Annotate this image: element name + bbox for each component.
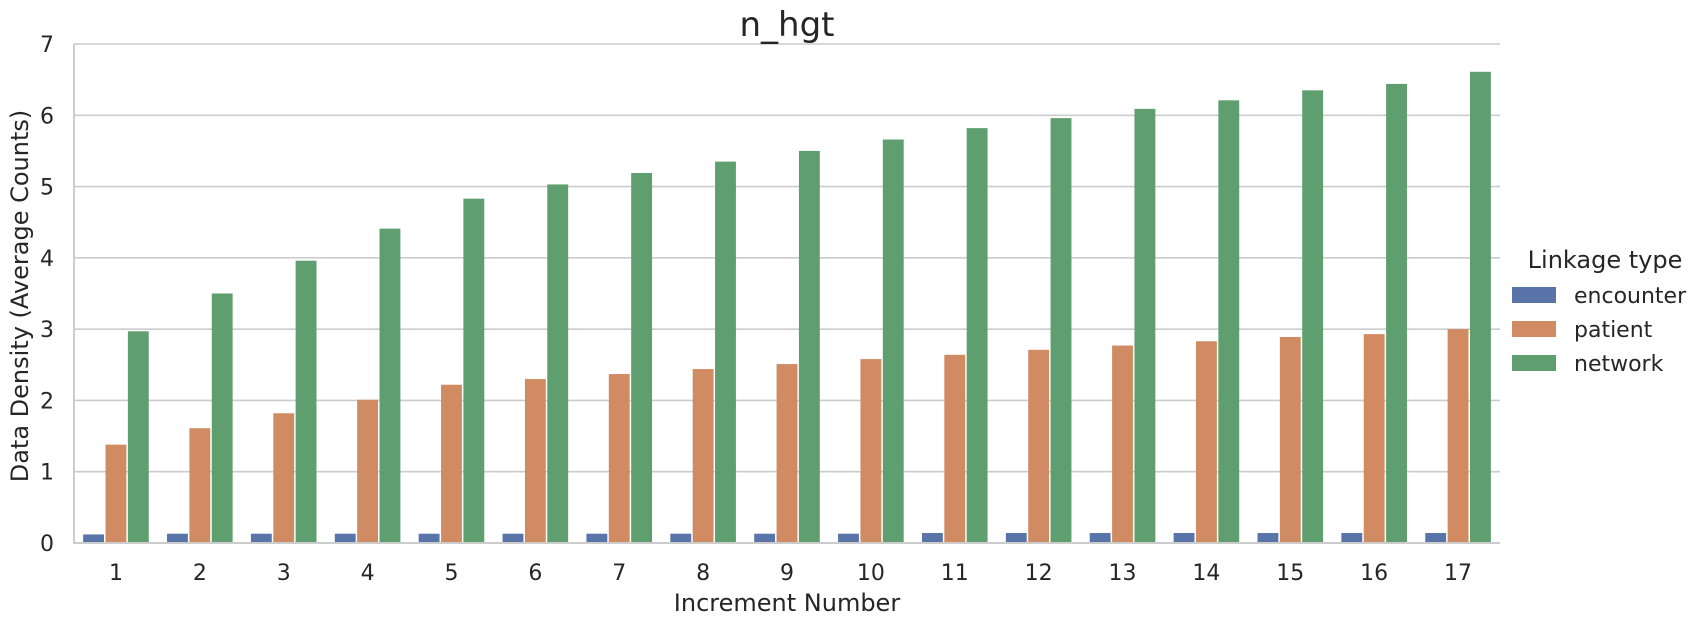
y-tick-label: 0 bbox=[40, 532, 54, 557]
legend-swatch-network bbox=[1512, 355, 1556, 371]
x-tick-labels: 1 2 3 4 5 6 7 8 9 10 11 12 13 14 15 16 17 bbox=[109, 561, 1472, 586]
bar-network-9 bbox=[798, 150, 820, 543]
legend-swatch-encounter bbox=[1512, 287, 1556, 303]
bar-patient-6 bbox=[524, 379, 546, 543]
x-tick-label: 17 bbox=[1444, 561, 1472, 586]
bar-encounter-14 bbox=[1173, 533, 1195, 543]
x-tick-label: 12 bbox=[1025, 561, 1053, 586]
bar-patient-1 bbox=[105, 444, 127, 543]
y-tick-label: 3 bbox=[40, 318, 54, 343]
bar-encounter-7 bbox=[586, 533, 608, 543]
bar-network-1 bbox=[127, 331, 149, 543]
bar-encounter-12 bbox=[1005, 533, 1027, 543]
x-tick-label: 11 bbox=[941, 561, 969, 586]
bar-network-10 bbox=[882, 139, 904, 543]
x-tick-label: 8 bbox=[696, 561, 710, 586]
chart-title: n_hgt bbox=[739, 5, 834, 45]
bar-network-3 bbox=[295, 260, 317, 543]
y-tick-label: 1 bbox=[40, 461, 54, 486]
bar-encounter-9 bbox=[754, 533, 776, 543]
bar-network-7 bbox=[631, 173, 653, 543]
bar-patient-4 bbox=[357, 399, 379, 543]
bar-encounter-1 bbox=[83, 534, 105, 543]
bar-patient-8 bbox=[692, 369, 714, 543]
bar-network-15 bbox=[1302, 90, 1324, 543]
bar-network-8 bbox=[715, 161, 736, 543]
y-tick-label: 5 bbox=[40, 176, 54, 201]
x-tick-label: 2 bbox=[193, 561, 207, 586]
x-tick-label: 9 bbox=[780, 561, 794, 586]
bar-network-11 bbox=[966, 128, 988, 544]
bar-patient-16 bbox=[1363, 334, 1385, 543]
bar-encounter-10 bbox=[838, 533, 859, 543]
bar-network-14 bbox=[1218, 100, 1240, 544]
legend-label-encounter: encounter bbox=[1574, 284, 1687, 309]
y-tick-label: 4 bbox=[40, 247, 54, 272]
x-tick-label: 6 bbox=[528, 561, 542, 586]
bar-patient-5 bbox=[441, 384, 462, 543]
bar-patient-17 bbox=[1447, 329, 1469, 543]
bar-patient-13 bbox=[1112, 345, 1133, 543]
bar-network-17 bbox=[1469, 71, 1491, 544]
bar-patient-15 bbox=[1279, 336, 1301, 543]
bar-encounter-11 bbox=[921, 533, 943, 543]
legend-items: encounter patient network bbox=[1512, 284, 1687, 377]
bar-network-13 bbox=[1134, 108, 1156, 544]
bars bbox=[83, 71, 1491, 544]
x-tick-label: 5 bbox=[444, 561, 458, 586]
bar-patient-14 bbox=[1195, 341, 1217, 543]
x-tick-label: 15 bbox=[1276, 561, 1304, 586]
x-tick-label: 14 bbox=[1192, 561, 1220, 586]
bar-patient-2 bbox=[189, 428, 211, 543]
legend-swatch-patient bbox=[1512, 321, 1556, 337]
bar-network-12 bbox=[1050, 118, 1072, 543]
y-axis-title: Data Density (Average Counts) bbox=[6, 110, 34, 483]
bar-encounter-6 bbox=[502, 533, 524, 543]
bar-patient-11 bbox=[944, 354, 966, 543]
bar-network-2 bbox=[211, 293, 233, 543]
x-axis-title: Increment Number bbox=[674, 589, 901, 617]
bar-patient-12 bbox=[1028, 349, 1050, 543]
bar-encounter-16 bbox=[1341, 533, 1363, 543]
legend-title: Linkage type bbox=[1528, 246, 1683, 274]
y-tick-labels: 0 1 2 3 4 5 6 7 bbox=[40, 33, 54, 557]
legend: Linkage type encounter patient network bbox=[1512, 246, 1687, 377]
bar-patient-10 bbox=[860, 359, 882, 543]
bar-encounter-2 bbox=[167, 533, 188, 543]
x-tick-label: 1 bbox=[109, 561, 123, 586]
bar-network-4 bbox=[379, 228, 401, 543]
bar-network-6 bbox=[547, 184, 569, 543]
bar-encounter-5 bbox=[418, 533, 440, 543]
legend-label-patient: patient bbox=[1574, 318, 1653, 343]
bar-patient-9 bbox=[776, 364, 798, 543]
x-tick-label: 4 bbox=[361, 561, 375, 586]
bar-encounter-8 bbox=[670, 533, 692, 543]
x-tick-label: 7 bbox=[612, 561, 626, 586]
bar-encounter-17 bbox=[1425, 533, 1447, 543]
x-tick-label: 16 bbox=[1360, 561, 1388, 586]
x-tick-label: 3 bbox=[277, 561, 291, 586]
x-tick-label: 10 bbox=[857, 561, 885, 586]
bar-patient-3 bbox=[273, 413, 295, 543]
legend-label-network: network bbox=[1574, 352, 1664, 377]
x-tick-label: 13 bbox=[1109, 561, 1137, 586]
y-tick-label: 7 bbox=[40, 33, 54, 58]
bar-encounter-3 bbox=[250, 533, 272, 543]
bar-patient-7 bbox=[608, 374, 630, 543]
axes bbox=[73, 44, 1500, 544]
y-tick-label: 2 bbox=[40, 389, 54, 414]
bar-network-5 bbox=[463, 198, 485, 543]
bar-encounter-4 bbox=[334, 533, 356, 543]
bar-network-16 bbox=[1386, 83, 1407, 544]
bar-encounter-15 bbox=[1257, 533, 1279, 543]
bar-encounter-13 bbox=[1089, 533, 1111, 543]
y-tick-label: 6 bbox=[40, 104, 54, 129]
